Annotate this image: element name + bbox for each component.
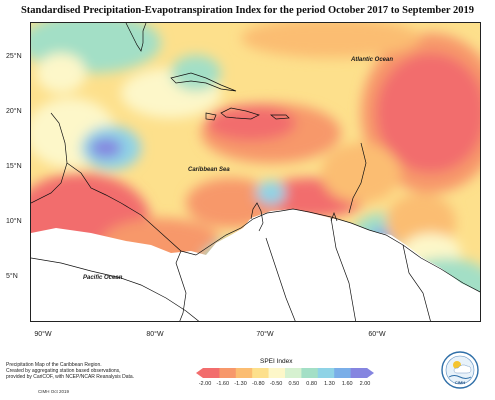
legend-value-label: 0.50: [288, 381, 300, 387]
legend-value-label: 2.00: [359, 381, 371, 387]
legend-value-label: 1.60: [341, 381, 353, 387]
lat-tick-label: 5°N: [6, 273, 18, 280]
legend-min-arrow: [196, 368, 203, 378]
legend-swatch: [301, 368, 319, 378]
legend-swatch: [285, 368, 302, 378]
caption-line: provided by CariCOF, with NCEP/NCAR Rean…: [6, 374, 135, 381]
page-title: Standardised Precipitation-Evapotranspir…: [20, 5, 475, 16]
spei-map[interactable]: Atlantic Ocean Caribbean Sea Pacific Oce…: [30, 22, 481, 322]
legend-value-label: -0.50: [269, 381, 283, 387]
atlantic-ocean-label: Atlantic Ocean: [350, 57, 393, 63]
caption-line: Created by aggregating station based obs…: [6, 368, 121, 375]
lon-tick-label: 70°W: [256, 331, 274, 338]
legend-swatch: [219, 368, 237, 378]
legend-swatch: [334, 368, 351, 378]
legend-title: SPEI Index: [260, 358, 293, 365]
legend-swatch: [350, 368, 368, 378]
credit-text: CIMH Oct 2019: [38, 389, 70, 394]
cimh-logo-icon: CIMH: [441, 351, 479, 389]
coastlines: [31, 23, 480, 321]
pacific-area: [31, 258, 207, 321]
lon-tick-label: 80°W: [146, 331, 164, 338]
lat-tick-label: 10°N: [6, 218, 22, 225]
caribbean-sea-label: Caribbean Sea: [188, 167, 230, 173]
legend-swatch: [252, 368, 269, 378]
map-canvas: Atlantic Ocean Caribbean Sea Pacific Oce…: [31, 23, 480, 321]
legend-colorbar: [196, 368, 374, 378]
legend-value-label: -1.60: [216, 381, 230, 387]
lat-tick-label: 15°N: [6, 163, 22, 170]
legend-swatch: [203, 368, 220, 378]
legend-swatch: [235, 368, 253, 378]
legend-max-arrow: [367, 368, 374, 378]
pacific-ocean-label: Pacific Ocean: [83, 275, 123, 281]
lat-tick-label: 20°N: [6, 108, 22, 115]
lat-tick-label: 25°N: [6, 53, 22, 60]
caption-line: Precipitation Map of the Caribbean Regio…: [6, 362, 102, 368]
legend-value-label: -2.00: [198, 381, 212, 387]
logo-text: CIMH: [455, 380, 465, 385]
lon-tick-label: 60°W: [368, 331, 386, 338]
legend-value-label: 1.30: [324, 381, 335, 387]
legend-swatch: [317, 368, 335, 378]
legend-value-label: -1.30: [234, 381, 247, 387]
legend-swatch: [268, 368, 286, 378]
legend-value-label: -0.80: [252, 381, 265, 387]
map-caption: Precipitation Map of the Caribbean Regio…: [6, 362, 171, 381]
cimh-logo: CIMH: [440, 350, 480, 392]
legend-value-label: 0.80: [306, 381, 318, 387]
lon-tick-label: 90°W: [34, 331, 52, 338]
